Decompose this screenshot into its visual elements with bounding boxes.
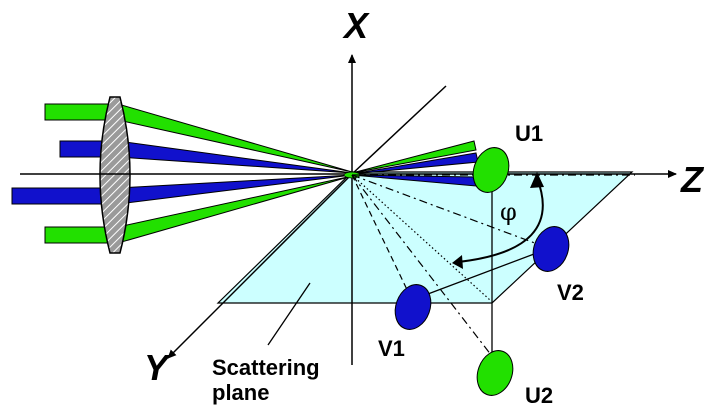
detector-u2-label: U2 [525,383,553,408]
axis-x-label: X [342,5,370,46]
incoming-beams [11,103,114,244]
detector-v1-label: V1 [378,336,405,361]
detector-v2-label: V2 [557,280,584,305]
v-detector-line [411,247,551,301]
scattered-rays [351,174,635,361]
detector-u1 [472,147,510,193]
diagonal-axis-line [351,85,447,175]
y-axis-line [167,173,353,359]
scattering-plane-label-line2: plane [212,380,269,405]
plane-pointer-line [267,282,311,346]
axis-z-label: Z [680,159,705,200]
detector-v1 [394,284,432,330]
detector-v2 [532,226,570,272]
focusing-lens [99,96,131,254]
detector-u2 [476,350,514,396]
diverging-beams [351,140,479,187]
axis-y-label: Y [144,347,171,388]
phi-arrow-top [530,172,544,188]
phi-angle-arc [457,177,544,263]
phi-arrow-bottom [452,255,463,269]
detector-u1-label: U1 [515,121,543,146]
phi-label: φ [500,198,517,226]
scattering-plane-label-line1: Scattering [212,355,320,380]
